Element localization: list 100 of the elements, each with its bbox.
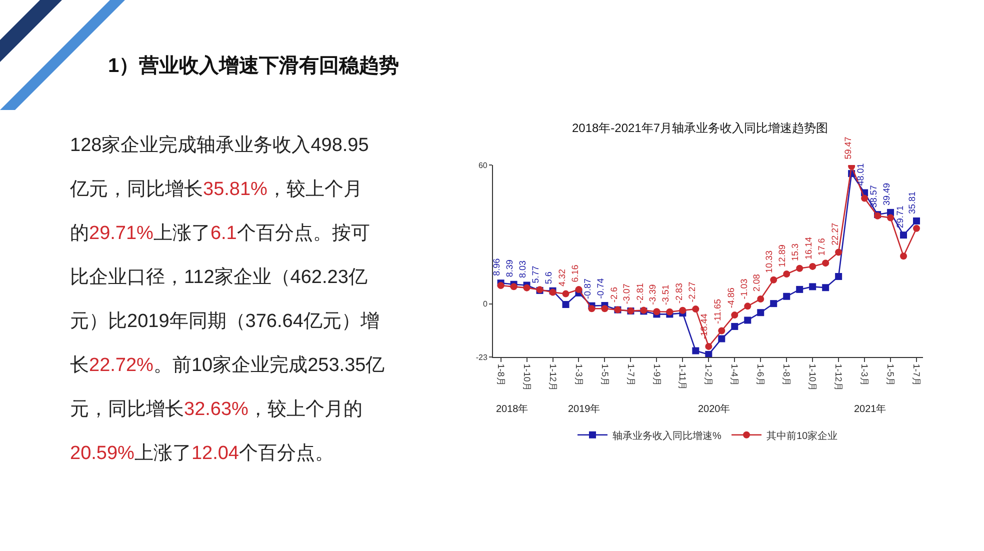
text: 2019年 [568,403,600,415]
point [887,214,894,222]
data-label: 10.33 [764,250,774,273]
point [796,264,804,272]
point [497,282,504,290]
text: 元）比2019年同期（376.64亿元）增 [70,311,380,332]
point [575,286,582,294]
data-label: 48.01 [855,163,866,186]
y-tick-label: -23 [476,352,488,362]
x-tick-label: 1-7月 [912,364,922,386]
x-tick-label: 1-11月 [678,364,688,390]
x-tick-label: 1-8月 [496,364,506,386]
data-label: 4.32 [556,269,567,287]
point [757,309,764,316]
point [666,308,674,316]
data-label: -2.81 [634,282,645,304]
data-label: 8.96 [492,258,502,276]
text: 2018年 [496,403,528,415]
text: 比企业口径，112家企业（462.23亿 [70,267,368,288]
point [913,217,920,224]
point [900,252,908,260]
x-tick-label: 1-6月 [756,364,766,386]
y-tick-label: 60 [478,160,488,170]
data-label: 6.16 [570,264,580,282]
point [692,306,700,313]
point [913,224,920,232]
text: 亿元，同比增长35.81%，较上个月 [70,179,362,200]
point [822,284,830,292]
point [510,283,518,290]
data-label: -3.39 [648,284,658,305]
data-label: -3.51 [660,284,670,306]
x-tick-label: 1-8月 [782,364,792,386]
point [770,300,778,308]
data-label: 8.03 [518,260,528,278]
data-label: 17.6 [816,238,826,256]
x-tick-label: 1-7月 [626,364,636,386]
data-label: -0.74 [596,278,606,299]
data-label: 22.27 [830,222,840,246]
x-tick-label: 1-5月 [886,364,896,386]
text: 128家企业完成轴承业务收入498.95 [70,135,369,156]
data-label: -4.86 [726,288,736,308]
point [679,306,686,314]
point [770,276,778,284]
data-label: 5.6 [543,272,554,284]
data-label: 8.39 [504,260,514,278]
data-label: 5.77 [530,266,540,284]
data-label: -3.07 [621,284,632,304]
point [562,290,570,298]
point [523,284,530,292]
point [900,232,908,239]
text: 1）营业收入增速下滑有回稳趋势 [108,54,400,79]
data-label: -0.87 [582,278,592,300]
data-label: 12.89 [777,244,788,268]
point [796,286,804,293]
point [601,305,608,312]
data-label: 39.49 [882,182,892,206]
text: 的29.71%上涨了6.1个百分点。按可 [70,223,370,244]
point [653,308,660,316]
data-label: 16.14 [804,237,814,260]
point [757,295,764,302]
chart-title: 2018年-2021年7月轴承业务收入同比增速趋势图 [572,120,828,135]
data-label: -1.03 [738,278,749,300]
x-tick-label: 1-3月 [574,364,584,386]
legend-label: 其中前10家企业 [766,430,838,442]
y-tick-label: 0 [482,300,488,309]
text: 元，同比增长32.63%，较上个月的 [70,399,362,420]
text: 2021年 [854,403,886,415]
x-tick-label: 1-5月 [600,364,610,386]
point [588,305,596,312]
point [692,347,700,354]
data-label: 59.47 [842,136,853,160]
data-label: 2.08 [752,274,762,292]
point [783,292,790,300]
data-label: 35.81 [907,191,918,214]
x-tick-label: 1-12月 [834,364,844,391]
point [835,248,842,256]
point [744,316,752,324]
x-tick-label: 1-12月 [548,364,558,391]
data-label: -11.65 [712,299,722,324]
point [809,262,816,270]
point [705,350,712,357]
point [835,273,842,280]
data-label: 38.57 [868,185,878,208]
data-label: -2.6 [608,287,619,303]
point [822,260,830,267]
x-tick-label: 1-10月 [808,364,818,391]
point [809,283,816,290]
x-tick-label: 1-2月 [704,364,714,386]
x-tick-label: 1-9月 [652,364,662,386]
text: 2020年 [698,403,730,415]
text: 长22.72%。前10家企业完成253.35亿 [70,355,385,376]
point [705,342,712,350]
point [562,300,570,308]
point [731,312,738,319]
text: 20.59%上涨了12.04个百分点。 [70,443,334,464]
data-label: 15.3 [790,243,800,261]
x-tick-label: 1-3月 [860,364,870,386]
point [718,335,726,342]
point [861,194,868,202]
data-label: 29.71 [894,206,905,228]
